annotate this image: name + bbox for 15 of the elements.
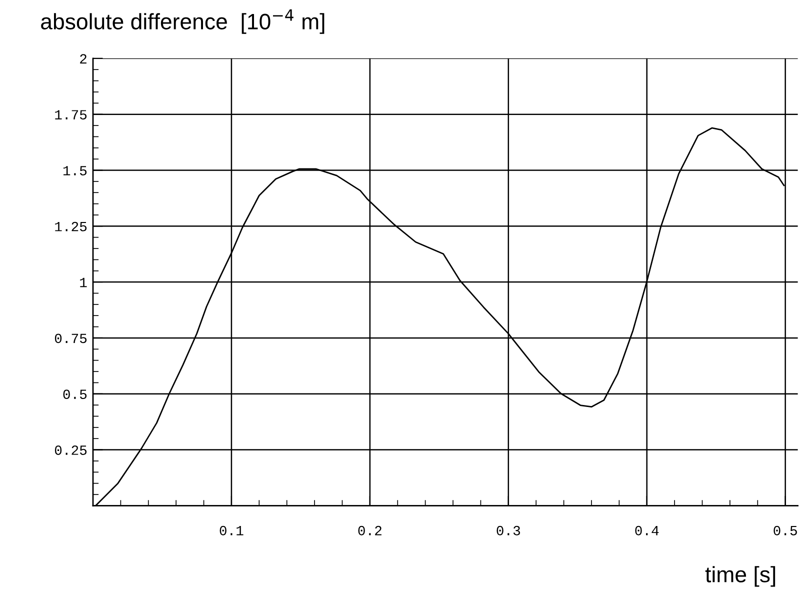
y-tick-label: 1.25: [55, 222, 87, 232]
x-tick-label: 0.4: [635, 526, 659, 536]
x-axis-title: time [s]: [705, 566, 776, 587]
y-tick-label: 0.25: [54, 446, 87, 455]
y-tick-label: 0.5: [63, 390, 87, 400]
y-tick-label: 1: [80, 278, 87, 288]
x-tick-label: 0.2: [358, 526, 382, 536]
y-axis-title: absolute difference [10$^{−4}$ m]: [41, 9, 324, 34]
y-tick-label: 2: [80, 54, 86, 64]
x-tick-label: 0.3: [496, 526, 520, 536]
y-tick-label: 0.75: [54, 334, 87, 344]
y-tick-label: 1.5: [63, 166, 87, 176]
x-tick-label: 0.5: [774, 526, 797, 536]
y-tick-label: 1.75: [55, 110, 87, 120]
x-tick-label: 0.1: [220, 526, 244, 536]
